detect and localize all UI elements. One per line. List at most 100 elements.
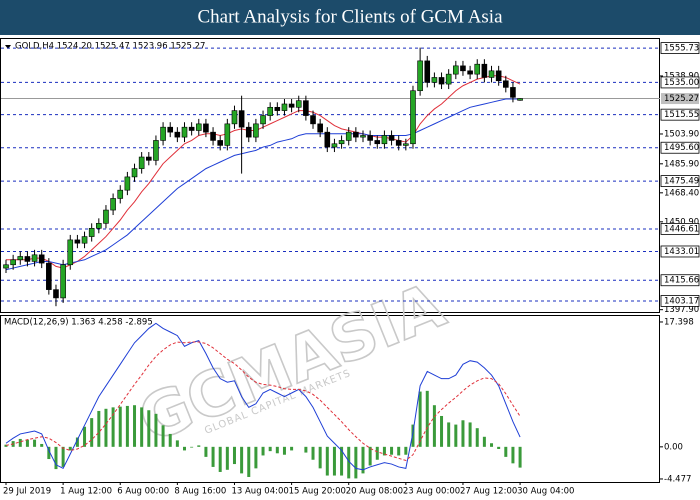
histogram-bar: [361, 446, 365, 474]
histogram-bar: [475, 428, 479, 447]
macd-panel: [0, 315, 660, 483]
histogram-bar: [447, 422, 451, 447]
level-label: 1446.61: [664, 224, 699, 234]
title-bar: [0, 0, 700, 35]
last-price-label: 1525.27: [664, 94, 699, 104]
candle-body: [417, 60, 423, 92]
histogram-bar: [204, 446, 208, 457]
level-label-box: [660, 274, 700, 287]
histogram-bar: [482, 436, 486, 447]
level-label-box: [660, 245, 700, 258]
candle-body: [288, 103, 295, 108]
level-label-box: [660, 295, 700, 307]
x-tick-label: 27 Aug 12:00: [460, 487, 517, 497]
candle-body: [174, 131, 181, 138]
macd-label: MACD(12,26,9) 1.363 4.258 -2.895: [4, 318, 153, 328]
candle-body: [338, 140, 345, 145]
candle-body: [167, 126, 174, 133]
candle-body: [67, 239, 74, 266]
candle-body: [203, 123, 209, 133]
x-tick-label: 29 Jul 2019: [3, 487, 51, 497]
histogram-bar: [140, 407, 144, 447]
candle-body: [295, 100, 302, 108]
candle-body: [374, 140, 381, 145]
candle-body: [381, 135, 388, 145]
candle-body: [131, 168, 138, 178]
candle-body: [195, 123, 202, 131]
histogram-bar: [468, 422, 472, 447]
histogram-bar: [518, 446, 522, 468]
x-tick-label: 15 Aug 20:00: [289, 487, 346, 497]
candle-body: [81, 236, 88, 244]
y-tick-label: 1485.90: [664, 159, 699, 169]
candle-body: [138, 156, 145, 169]
candle-body: [217, 140, 223, 146]
y-tick-label: 1397.90: [664, 305, 699, 315]
histogram-bar: [375, 446, 379, 460]
candle-body: [324, 131, 331, 148]
histogram-bar: [354, 446, 358, 479]
candle-body: [188, 126, 195, 131]
y-tick-label: 1503.90: [664, 129, 699, 139]
x-tick-label: 6 Aug 00:00: [117, 487, 169, 497]
histogram-bar: [97, 410, 101, 447]
candle-body: [260, 115, 266, 125]
y-tick-label: 1538.90: [664, 71, 699, 81]
histogram-bar: [440, 415, 444, 447]
candle-body: [210, 131, 216, 141]
histogram-bar: [397, 446, 401, 456]
price-panel: [0, 38, 660, 313]
histogram-bar: [325, 446, 329, 476]
histogram-bar: [83, 426, 87, 447]
candle-body: [310, 115, 316, 125]
histogram-bar: [54, 446, 58, 470]
y-tick-label: 1468.40: [664, 188, 699, 198]
histogram-bar: [490, 443, 494, 447]
histogram-bar: [68, 446, 72, 451]
histogram-bar: [497, 446, 501, 449]
level-label-box: [660, 108, 700, 121]
histogram-bar: [118, 406, 122, 447]
histogram-bar: [390, 446, 394, 455]
histogram-bar: [418, 391, 422, 447]
candle-body: [424, 60, 431, 83]
histogram-bar: [47, 446, 51, 460]
x-tick-label: 23 Aug 00:00: [403, 487, 460, 497]
histogram-bar: [404, 446, 408, 455]
histogram-bar: [104, 408, 108, 447]
histogram-bar: [332, 446, 336, 476]
candle-body: [345, 131, 352, 141]
histogram-bar: [318, 446, 322, 469]
candle-body: [10, 259, 16, 266]
candle-body: [224, 123, 231, 146]
candle-body: [360, 135, 366, 138]
histogram-bar: [261, 446, 265, 456]
level-label: 1535.00: [664, 78, 699, 88]
y-tick-label: 17.398: [664, 317, 694, 327]
histogram-bar: [511, 446, 515, 464]
candle-body: [110, 198, 116, 211]
histogram-bar: [111, 407, 115, 447]
y-tick-label: 1450.90: [664, 217, 699, 227]
chart-title: Chart Analysis for Clients of GCM Asia: [197, 6, 503, 27]
candle-body: [274, 106, 281, 111]
candle-body: [388, 135, 395, 141]
histogram-bar: [133, 405, 137, 447]
histogram-bar: [225, 446, 229, 470]
histogram-bar: [240, 446, 244, 474]
candle-body: [181, 126, 188, 138]
histogram-bar: [4, 444, 8, 447]
level-label: 1433.01: [664, 247, 699, 257]
candle-body: [438, 77, 445, 85]
histogram-bar: [61, 446, 65, 467]
histogram-bar: [125, 405, 129, 447]
candle-body: [267, 106, 273, 116]
symbol-label: GOLD,H4 1524.20 1525.47 1523.96 1525.27: [15, 42, 205, 52]
candle-body: [510, 87, 516, 98]
histogram-bar: [461, 420, 465, 447]
signal-line: [5, 341, 521, 462]
x-tick-label: 1 Aug 12:00: [60, 487, 112, 497]
candle-body: [317, 123, 323, 133]
menu-arrow: [5, 45, 11, 49]
x-tick-label: 8 Aug 16:00: [174, 487, 226, 497]
